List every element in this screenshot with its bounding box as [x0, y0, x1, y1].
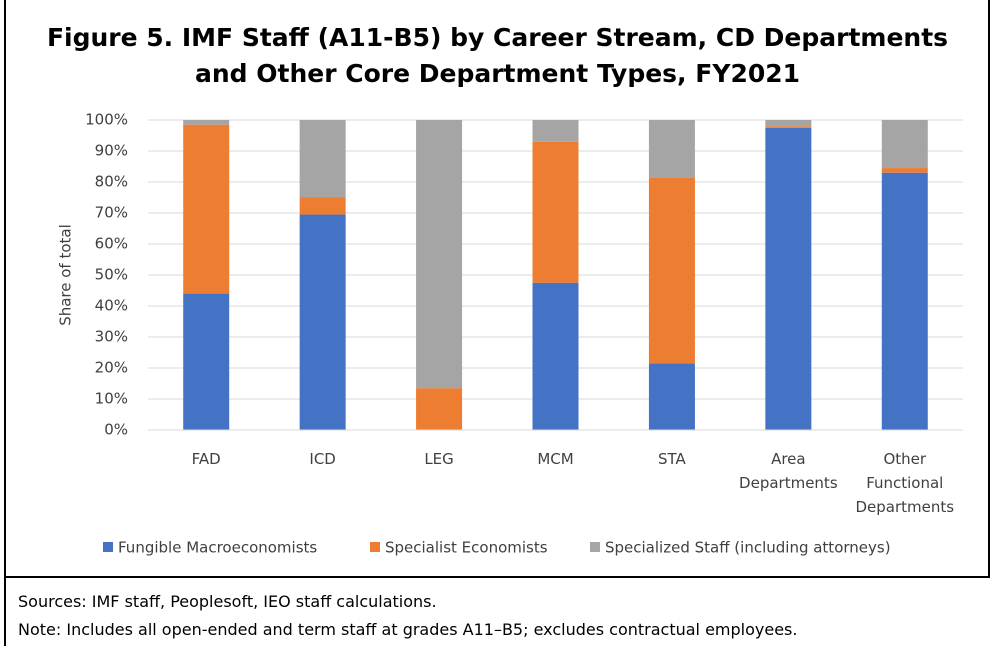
y-tick-label: 10%: [95, 390, 128, 408]
bar-segment: [183, 120, 230, 125]
bar-segment: [648, 177, 695, 364]
bar-segment: [416, 388, 463, 430]
y-tick-label: 50%: [95, 266, 128, 284]
y-tick-label: 30%: [95, 328, 128, 346]
bar-segment: [648, 120, 695, 178]
bar-segment: [183, 124, 230, 294]
bar-segment: [532, 282, 579, 430]
y-tick-label: 60%: [95, 235, 128, 253]
legend-swatch: [370, 542, 380, 552]
y-tick-label: 40%: [95, 297, 128, 315]
x-tick-label: FAD: [192, 450, 221, 468]
legend-swatch: [590, 542, 600, 552]
bar-segment: [299, 120, 346, 198]
y-tick-label: 0%: [104, 421, 128, 439]
y-tick-label: 100%: [85, 111, 128, 129]
bar-segment: [299, 214, 346, 430]
bar-segment: [765, 127, 812, 430]
bar-segment: [299, 197, 346, 215]
chart: Share of total 0% 10% 20% 30% 40% 50% 60% 70% 80…: [57, 111, 963, 557]
y-axis-label: Share of total: [57, 224, 75, 326]
source-note: Sources: IMF staff, Peoplesoft, IEO staf…: [18, 592, 437, 611]
frame: [4, 0, 990, 578]
y-tick-label: 90%: [95, 142, 128, 160]
bar-segment: [881, 168, 928, 173]
legend-label: Specialized Staff (including attorneys): [605, 539, 891, 557]
y-tick-label: 20%: [95, 359, 128, 377]
bar-segment: [765, 120, 812, 127]
x-tick-label: MCM: [537, 450, 573, 468]
bar-segment: [765, 126, 812, 128]
legend-swatch: [103, 542, 113, 552]
bar-segment: [183, 293, 230, 430]
bar-segment: [532, 141, 579, 283]
frame-line: [4, 578, 6, 646]
y-tick-label: 70%: [95, 204, 128, 222]
x-tick-label: Area Departments: [739, 450, 838, 492]
legend-label: Fungible Macroeconomists: [118, 539, 317, 557]
y-tick-label: 80%: [95, 173, 128, 191]
note: Note: Includes all open-ended and term s…: [18, 620, 798, 639]
x-tick-label: LEG: [424, 450, 453, 468]
x-tick-label: Other Functional Departments: [855, 450, 954, 516]
bar-segment: [648, 363, 695, 430]
chart-title: Figure 5. IMF Staff (A11-B5) by Career S…: [46, 23, 949, 88]
bar-segment: [881, 172, 928, 430]
x-tick-label: ICD: [309, 450, 335, 468]
bar-segment: [532, 120, 579, 142]
bar-segment: [416, 120, 463, 389]
bar-segment: [881, 120, 928, 169]
legend-label: Specialist Economists: [385, 539, 548, 557]
x-tick-label: STA: [658, 450, 687, 468]
